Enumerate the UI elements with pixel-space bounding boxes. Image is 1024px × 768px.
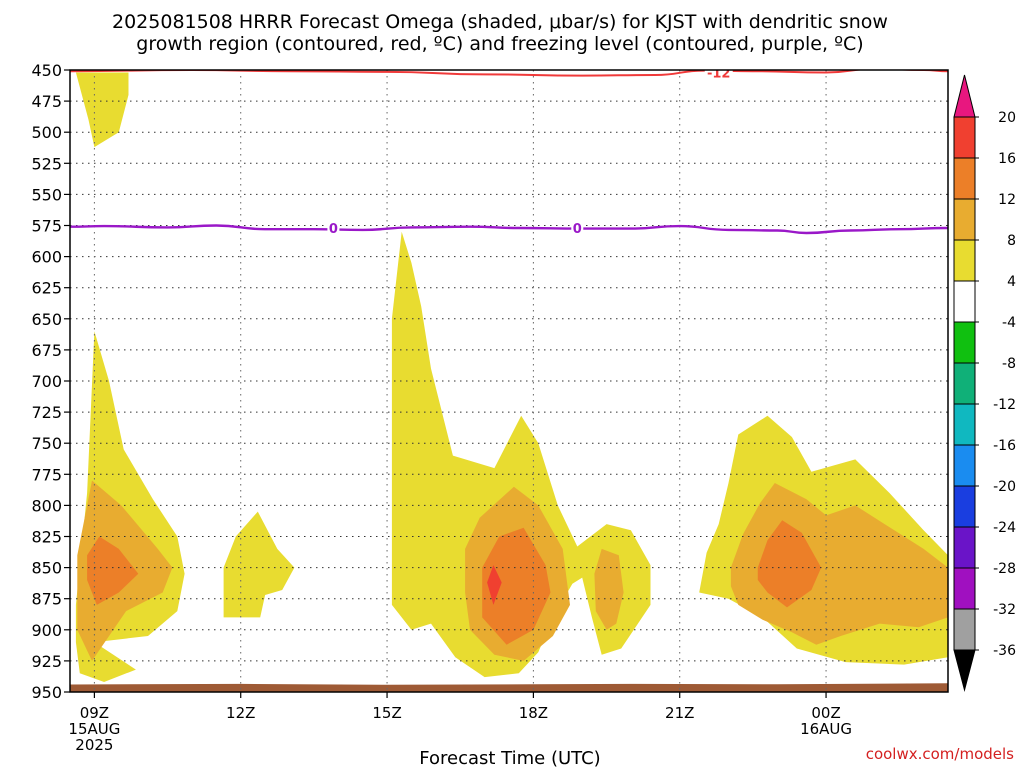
omega-region-16 [487, 565, 502, 605]
colorbar-label: -36 [993, 643, 1016, 659]
y-tick-label: 575 [31, 217, 62, 236]
y-tick-label: 550 [31, 185, 62, 204]
credit-text: coolwx.com/models [866, 745, 1014, 763]
x-tick-label: 09Z [80, 704, 109, 722]
x-axis-label: Forecast Time (UTC) [419, 748, 600, 768]
y-tick-label: 775 [31, 465, 62, 484]
colorbar-box [953, 608, 976, 651]
y-axis-ticks: 450 475 500 525 550 575 600 625 650 675 700 725 750 7… [31, 61, 70, 702]
colorbar-box [953, 362, 976, 405]
x-tick-label: 18Z [519, 704, 548, 722]
y-tick-label: 500 [31, 123, 62, 142]
freezing-label-bg [571, 220, 584, 235]
y-tick-label: 800 [31, 496, 62, 515]
colorbar-box [953, 157, 976, 200]
y-tick-label: 950 [31, 683, 62, 702]
y-tick-label: 625 [31, 279, 62, 298]
colorbar-box [953, 526, 976, 569]
y-tick-label: 600 [31, 248, 62, 267]
omega-region-4 [75, 72, 129, 148]
colorbar-label: 8 [1007, 233, 1016, 249]
grid-lines [70, 70, 948, 692]
freezing-label: 0 [573, 222, 582, 237]
colorbar-label: 20 [998, 110, 1016, 126]
y-tick-label: 900 [31, 621, 62, 640]
x-tick-label: 12Z [226, 704, 255, 722]
title-line: growth region (contoured, red, ºC) and f… [136, 33, 863, 55]
omega-region-4 [223, 511, 295, 618]
contour-lines: -12 0 0 [70, 66, 948, 237]
y-tick-label: 850 [31, 559, 62, 578]
colorbar-box [953, 321, 976, 364]
colorbar-label: -12 [993, 397, 1016, 413]
colorbar-label: -16 [993, 438, 1016, 454]
x-tick-label: 15AUG [68, 720, 120, 738]
y-tick-label: 525 [31, 154, 62, 173]
y-tick-label: 700 [31, 372, 62, 391]
colorbar-top-arrow [953, 74, 976, 118]
colorbar-box [953, 444, 976, 487]
colorbar: 20 16 12 8 4 -4 -8 -12 -16 -20 -24 -28 -32 -36 [953, 74, 1016, 692]
freezing-level-line [70, 224, 948, 235]
colorbar-box [953, 403, 976, 446]
y-tick-label: 725 [31, 403, 62, 422]
y-tick-label: 925 [31, 652, 62, 671]
colorbar-label: -8 [1002, 356, 1016, 372]
colorbar-bottom-arrow [953, 649, 976, 692]
colorbar-label: 16 [998, 151, 1016, 167]
y-tick-label: 875 [31, 590, 62, 609]
dgz-label: -12 [707, 66, 731, 81]
colorbar-label: -32 [993, 602, 1016, 618]
terrain-fill [70, 683, 948, 692]
colorbar-label: 4 [1007, 274, 1016, 290]
x-tick-label: 2025 [75, 736, 113, 754]
y-tick-label: 650 [31, 310, 62, 329]
omega-shading [75, 72, 948, 682]
colorbar-box [953, 239, 976, 282]
omega-region-12 [87, 536, 139, 605]
omega-region-4 [391, 231, 651, 678]
colorbar-box [953, 198, 976, 241]
y-tick-label: 675 [31, 341, 62, 360]
x-tick-label: 00Z [811, 704, 840, 722]
colorbar-label: -4 [1002, 315, 1016, 331]
freezing-label: 0 [329, 222, 338, 237]
colorbar-label: -24 [993, 520, 1016, 536]
dgz-contour-line [70, 70, 948, 77]
omega-region-8 [594, 548, 624, 630]
colorbar-label: -28 [993, 561, 1016, 577]
dgz-label-bg [704, 70, 733, 79]
freezing-label-bg [327, 220, 340, 235]
chart-title: 2025081508 HRRR Forecast Omega (shaded, … [112, 11, 888, 55]
title-line: 2025081508 HRRR Forecast Omega (shaded, … [112, 11, 888, 33]
y-tick-label: 750 [31, 434, 62, 453]
x-tick-label: 16AUG [800, 720, 852, 738]
x-tick-label: 21Z [665, 704, 694, 722]
x-tick-label: 15Z [372, 704, 401, 722]
y-tick-label: 475 [31, 92, 62, 111]
terrain-polygon [70, 683, 948, 692]
colorbar-box [953, 567, 976, 610]
colorbar-label: 12 [998, 192, 1016, 208]
omega-region-12 [757, 520, 822, 608]
y-tick-label: 825 [31, 528, 62, 547]
colorbar-label: -20 [993, 479, 1016, 495]
colorbar-box [953, 485, 976, 528]
y-tick-label: 450 [31, 61, 62, 80]
colorbar-box [953, 280, 976, 323]
colorbar-box [953, 116, 976, 159]
